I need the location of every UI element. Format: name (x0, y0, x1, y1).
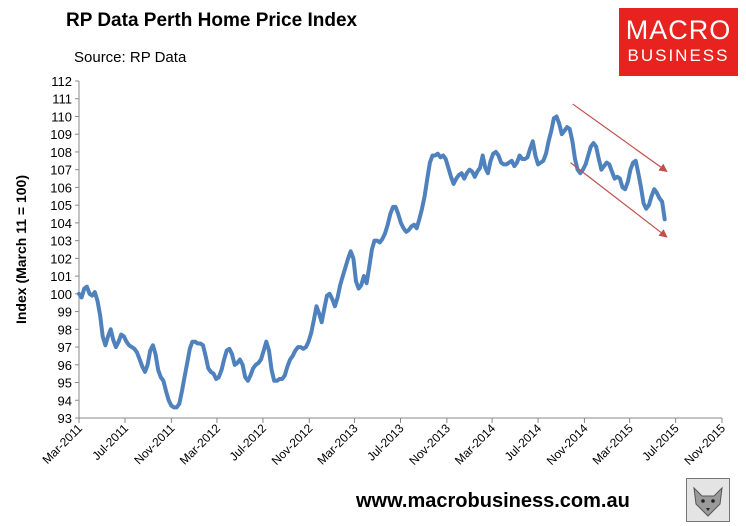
y-tick-label: 110 (51, 109, 72, 124)
x-tick-label: Nov-2011 (131, 421, 177, 467)
x-tick-label: Jul-2011 (89, 421, 131, 463)
y-tick-label: 108 (50, 145, 72, 160)
y-tick-label: 93 (58, 411, 72, 426)
x-tick-label: Mar-2015 (590, 421, 636, 467)
x-tick-label: Mar-2012 (177, 421, 223, 467)
y-tick-label: 112 (51, 74, 72, 89)
y-tick-label: 99 (58, 305, 72, 320)
x-tick-label: Nov-2015 (681, 421, 728, 468)
x-tick-label: Jul-2014 (502, 421, 545, 464)
y-tick-label: 101 (50, 269, 72, 284)
x-tick-label: Nov-2012 (269, 421, 316, 468)
logo-line-2: BUSINESS (627, 46, 730, 65)
y-tick-label: 95 (58, 376, 72, 391)
y-tick-label: 102 (50, 251, 72, 266)
x-tick-label: Nov-2013 (406, 421, 453, 468)
y-tick-label: 106 (50, 180, 72, 195)
y-tick-label: 109 (50, 127, 72, 142)
y-tick-label: 96 (58, 358, 72, 373)
y-tick-label: 94 (58, 393, 72, 408)
x-tick-label: Mar-2014 (452, 421, 498, 467)
y-tick-label: 98 (58, 322, 72, 337)
y-tick-label: 100 (50, 287, 72, 302)
y-tick-label: 105 (50, 198, 72, 213)
chart-title: RP Data Perth Home Price Index (66, 10, 358, 31)
trend-arrow (570, 162, 668, 238)
y-axis-title: Index (March 11 = 100) (13, 175, 29, 324)
x-tick-label: Nov-2014 (544, 421, 591, 468)
wolf-icon (686, 478, 730, 522)
logo-line-1: MACRO (625, 15, 732, 45)
y-tick-label: 107 (50, 163, 72, 178)
x-tick-label: Mar-2013 (314, 421, 360, 467)
y-tick-label: 104 (50, 216, 72, 231)
x-tick-label: Jul-2013 (364, 421, 407, 464)
chart-source: Source: RP Data (74, 49, 187, 66)
series-line (77, 114, 667, 410)
trend-arrow (572, 103, 668, 172)
footer-url: www.macrobusiness.com.au (356, 490, 630, 512)
x-tick-label: Mar-2011 (40, 421, 86, 467)
y-tick-label: 97 (58, 340, 72, 355)
x-tick-label: Jul-2015 (639, 421, 682, 464)
y-tick-label: 111 (52, 92, 72, 107)
y-tick-label: 103 (50, 234, 72, 249)
macrobusiness-logo: MACRO BUSINESS (619, 8, 738, 76)
x-tick-label: Jul-2012 (227, 421, 270, 464)
